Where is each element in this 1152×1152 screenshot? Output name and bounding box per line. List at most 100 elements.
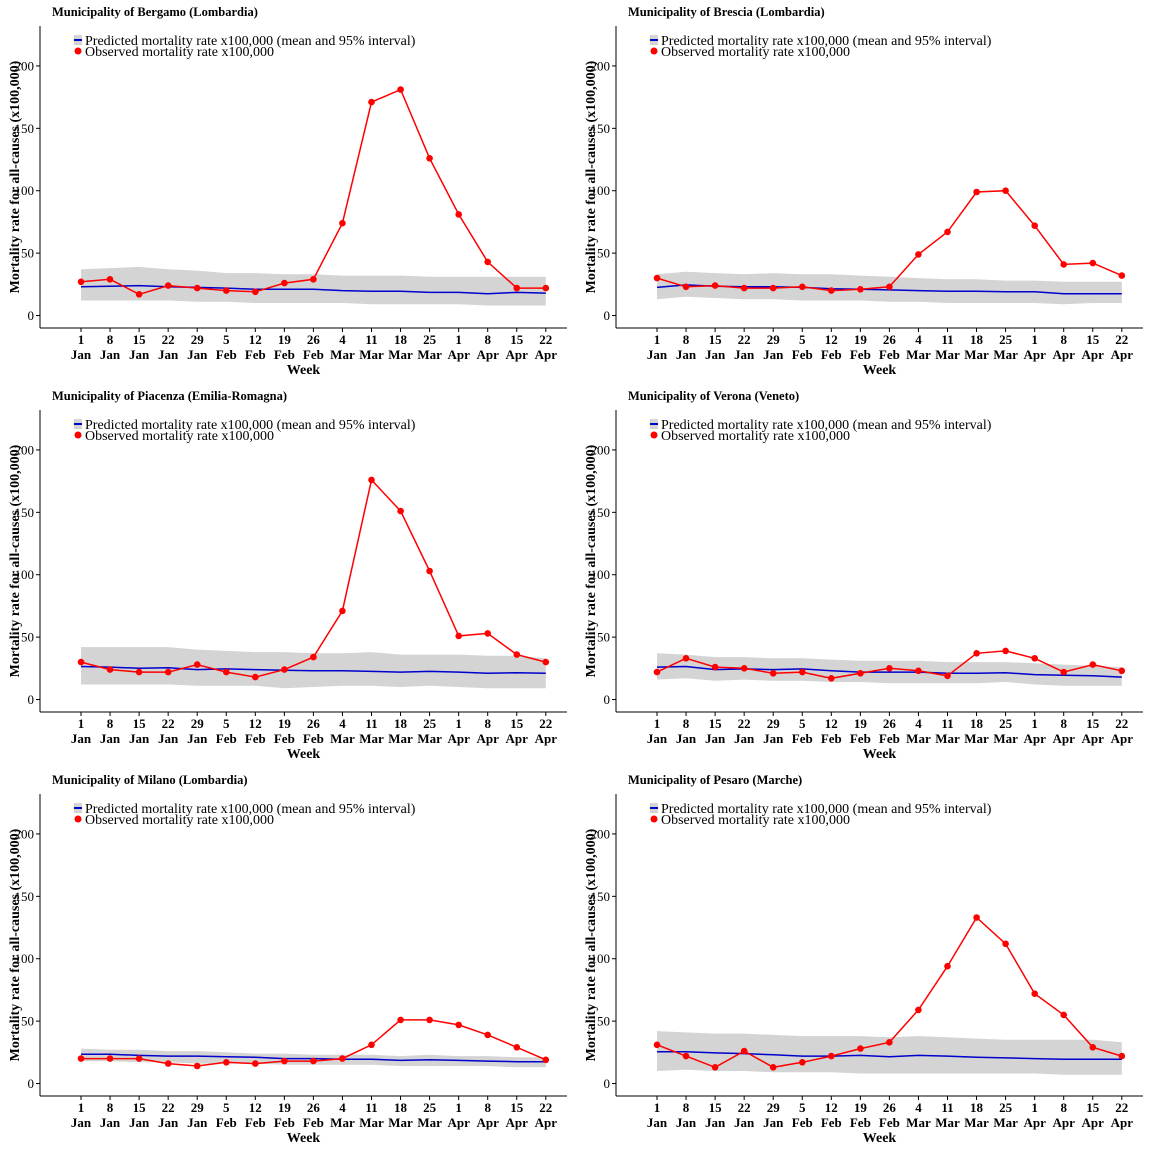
x-tick-label: 22 Apr — [535, 1100, 558, 1130]
observed-point — [252, 1060, 259, 1067]
x-tick-label: 29 Jan — [763, 716, 784, 746]
x-tick-label: 1 Jan — [647, 332, 668, 362]
observed-point — [944, 672, 951, 680]
observed-point — [944, 962, 951, 970]
observed-point — [799, 1059, 806, 1066]
x-tick-label: 1 Apr — [447, 716, 470, 746]
observed-point — [828, 1052, 835, 1060]
legend-label-observed: Observed mortality rate x100,000 — [85, 429, 274, 444]
observed-point — [339, 607, 346, 615]
x-tick-label: 1 Jan — [647, 716, 668, 746]
predicted-interval-band — [657, 1031, 1122, 1075]
observed-point — [1089, 259, 1097, 267]
y-tick-label: 150 — [591, 121, 611, 136]
y-tick-label: 50 — [597, 1014, 610, 1029]
x-axis-title: Week — [287, 1131, 321, 1146]
x-tick-label: 1 Jan — [647, 1100, 668, 1130]
observed-point — [711, 663, 719, 671]
y-axis-title: Mortality rate for all-causes (x100,000) — [584, 444, 599, 677]
x-tick-label: 29 Jan — [763, 1100, 784, 1130]
x-tick-label: 22 Jan — [734, 332, 755, 362]
observed-point — [1031, 222, 1038, 229]
predicted-mean-line — [656, 665, 1122, 678]
x-tick-label: 29 Jan — [187, 1100, 208, 1130]
observed-point — [339, 1055, 346, 1062]
x-tick-label: 29 Jan — [187, 716, 208, 746]
observed-point — [310, 276, 317, 283]
x-tick-label: 19 Feb — [274, 332, 295, 362]
observed-point — [77, 278, 85, 286]
observed-point — [397, 1016, 404, 1024]
observed-point — [252, 288, 259, 296]
legend-key-observed — [650, 47, 658, 55]
observed-point — [769, 670, 777, 677]
x-tick-label: 11 Mar — [359, 716, 384, 746]
y-tick-label: 0 — [28, 692, 35, 707]
y-axis-title: Mortality rate for all-causes (x100,000) — [8, 828, 23, 1061]
observed-point — [368, 476, 375, 484]
x-tick-label: 19 Feb — [274, 716, 295, 746]
legend: Predicted mortality rate x100,000 (mean … — [650, 418, 992, 444]
x-tick-label: 19 Feb — [850, 716, 871, 746]
x-tick-label: 12 Feb — [821, 716, 842, 746]
observed-point — [886, 1039, 893, 1046]
observed-point — [484, 630, 492, 637]
x-tick-label: 12 Feb — [821, 1100, 842, 1130]
x-tick-label: 8 Apr — [477, 332, 500, 362]
observed-point — [857, 286, 864, 293]
x-tick-label: 5 Feb — [216, 716, 237, 746]
x-tick-label: 8 Apr — [1053, 1100, 1076, 1130]
x-tick-label: 22 Apr — [535, 716, 558, 746]
x-tick-label: 25 Mar — [993, 716, 1018, 746]
observed-point — [542, 658, 550, 666]
legend-key-observed — [650, 815, 658, 823]
chart-title: Municipality of Pesaro (Marche) — [628, 773, 802, 787]
y-tick-label: 200 — [15, 826, 35, 841]
x-tick-label: 26 Feb — [303, 1100, 324, 1130]
y-tick-label: 50 — [21, 246, 34, 261]
observed-point — [455, 632, 463, 640]
x-tick-label: 15 Jan — [129, 1100, 150, 1130]
x-axis-title: Week — [287, 747, 321, 762]
x-tick-label: 4 Mar — [906, 1100, 931, 1130]
observed-point — [682, 283, 690, 291]
observed-point — [740, 1047, 748, 1055]
x-tick-label: 12 Feb — [245, 332, 266, 362]
chart-panel-3: Municipality of Piacenza (Emilia-Romagna… — [0, 384, 576, 768]
x-tick-label: 11 Mar — [359, 1100, 384, 1130]
x-tick-label: 1 Apr — [1023, 332, 1046, 362]
x-tick-label: 25 Mar — [993, 332, 1018, 362]
y-axis-title: Mortality rate for all-causes (x100,000) — [8, 60, 23, 293]
chart-svg: Municipality of Piacenza (Emilia-Romagna… — [8, 389, 567, 762]
x-tick-label: 22 Apr — [1111, 716, 1134, 746]
x-tick-label: 26 Feb — [303, 716, 324, 746]
legend: Predicted mortality rate x100,000 (mean … — [74, 802, 416, 828]
x-tick-label: 29 Jan — [187, 332, 208, 362]
observed-point — [1002, 940, 1009, 948]
y-tick-label: 200 — [591, 58, 611, 73]
y-tick-label: 0 — [604, 692, 611, 707]
x-tick-label: 8 Jan — [676, 332, 697, 362]
observed-point — [1118, 272, 1126, 279]
observed-point — [857, 670, 864, 677]
observed-point — [973, 650, 980, 657]
observed-point — [164, 668, 172, 676]
observed-point — [135, 668, 143, 676]
legend-key-observed — [74, 47, 82, 55]
x-tick-label: 5 Feb — [216, 1100, 237, 1130]
legend-label-predicted: Predicted mortality rate x100,000 (mean … — [85, 34, 416, 49]
x-tick-label: 18 Mar — [388, 716, 413, 746]
y-axis-title: Mortality rate for all-causes (x100,000) — [8, 444, 23, 677]
chart-svg: Municipality of Bergamo (Lombardia) 0 50 10… — [8, 5, 567, 378]
y-tick-label: 100 — [15, 951, 35, 966]
observed-point — [223, 287, 230, 294]
observed-point — [106, 666, 114, 673]
legend-key-observed — [650, 431, 658, 439]
observed-point — [281, 666, 288, 673]
x-tick-label: 4 Mar — [330, 716, 355, 746]
x-tick-label: 18 Mar — [964, 332, 989, 362]
observed-point — [740, 284, 748, 292]
y-axis-title: Mortality rate for all-causes (x100,000) — [584, 828, 599, 1061]
x-tick-label: 22 Apr — [535, 332, 558, 362]
